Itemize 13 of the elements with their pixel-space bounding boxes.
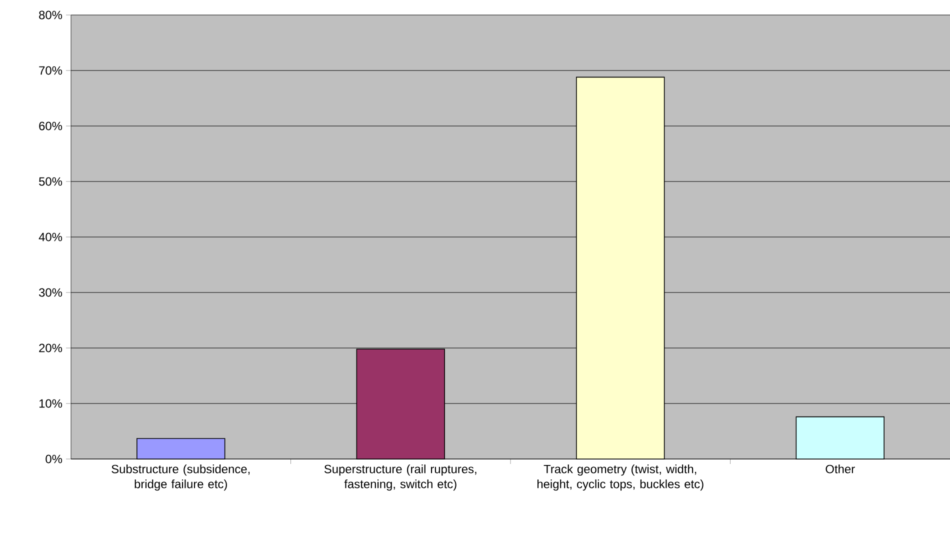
y-tick-label: 70% [39, 66, 62, 75]
x-tick-label: Substructure (subsidence, bridge failure etc) [112, 464, 250, 491]
y-tick-label: 30% [39, 288, 62, 297]
y-tick-label: 60% [39, 122, 62, 130]
y-tick-label: 10% [39, 399, 62, 408]
y-tick-label: 0% [46, 454, 62, 464]
x-tick-label: Track geometry (twist, width, height, cyclic tops, buckles etc) [537, 464, 704, 491]
y-tick-label: 40% [38, 232, 62, 242]
x-tick-label: Superstructure (rail ruptures, fastening, switch etc) [324, 464, 476, 491]
x-tick-label: Other [826, 464, 855, 474]
y-tick-label: 50% [39, 177, 62, 186]
y-tick-label: 80% [39, 10, 62, 20]
y-tick-label: 20% [39, 344, 62, 352]
